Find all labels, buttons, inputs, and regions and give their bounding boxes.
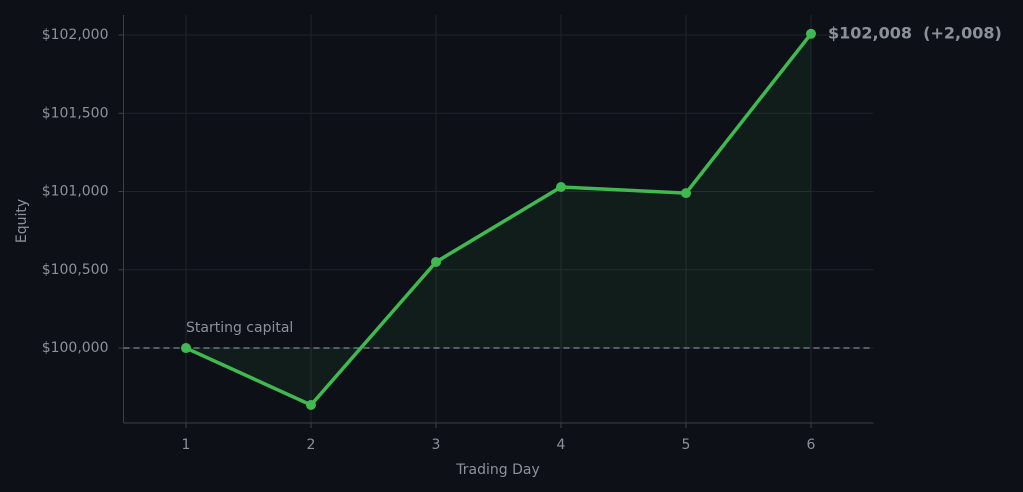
y-tick-label: $101,500 [42, 105, 109, 121]
y-axis-label: Equity [14, 199, 30, 243]
y-tick-label: $102,000 [42, 27, 109, 43]
line [185, 32, 813, 408]
point [806, 28, 816, 39]
point [556, 181, 566, 192]
y-tick-label: $100,500 [42, 262, 109, 278]
y-tick-label: $101,000 [42, 184, 109, 200]
x-tick-label: 1 [182, 437, 191, 453]
y-tick-label: $100,000 [42, 340, 109, 356]
point [431, 256, 441, 267]
point [181, 343, 191, 354]
point [306, 400, 316, 411]
baseline-label: Starting capital [186, 320, 293, 336]
x-tick-label: 5 [682, 437, 691, 453]
end-label: $102,008 (+2,008) [828, 23, 1002, 42]
area-fill [186, 33, 811, 406]
x-tick-label: 4 [557, 437, 566, 453]
x-tick-label: 3 [432, 437, 441, 453]
x-tick-label: 2 [307, 437, 316, 453]
x-tick-label: 6 [807, 437, 816, 453]
x-axis-label: Trading Day [455, 462, 539, 478]
point [681, 188, 691, 199]
